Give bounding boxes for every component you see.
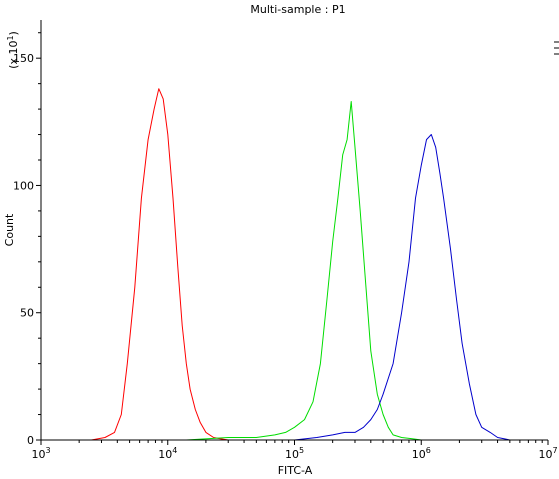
series-layer — [91, 88, 510, 441]
series-line-2 — [186, 101, 422, 441]
series-line-1 — [91, 88, 229, 441]
legend-marker — [554, 41, 559, 55]
x-tick-label: 104 — [158, 446, 177, 461]
svg-text:(x 101): (x 101) — [6, 31, 20, 69]
y-tick-label: 50 — [20, 307, 34, 320]
x-tick-label: 107 — [538, 446, 557, 461]
y-tick-label: 150 — [13, 52, 34, 65]
x-axis-label: FITC-A — [278, 464, 313, 477]
y-multiplier-label: (x 101) — [6, 31, 20, 69]
y-tick-label: 100 — [13, 179, 34, 192]
x-tick-label: 103 — [31, 446, 50, 461]
x-tick-label: 106 — [412, 446, 431, 461]
y-tick-label: 0 — [27, 434, 34, 447]
series-line-3 — [294, 134, 510, 441]
y-axis-label: Count — [3, 213, 16, 246]
chart-title: Multi-sample : P1 — [250, 3, 345, 16]
y-multiplier-text: (x 10 — [7, 41, 20, 69]
tick-layer: 103 104 105 106 107 0 50 100 150 — [13, 32, 558, 461]
x-tick-label: 105 — [285, 446, 304, 461]
y-multiplier-exponent: 1 — [6, 35, 15, 40]
